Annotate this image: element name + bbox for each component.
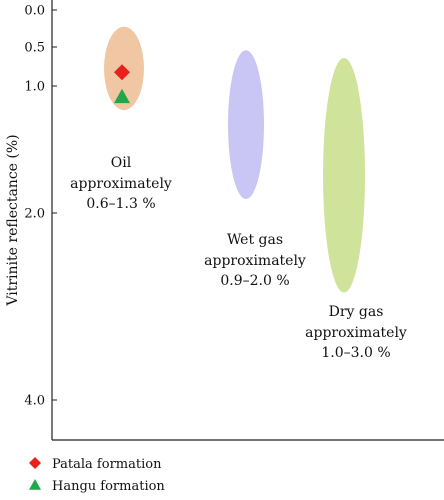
zone-label-2-line-2: approximately: [204, 253, 306, 269]
sample-markers: [114, 64, 130, 104]
zone-label-2-line-3: 0.9–2.0 %: [220, 273, 289, 289]
legend-diamond-icon: [29, 457, 41, 469]
legend-label-2: Hangu formation: [52, 479, 165, 494]
zone-label-1-line-3: 0.6–1.3 %: [86, 196, 155, 212]
plot-area: 0.0 0.5 1.0 2.0 4.0 Vitrinite reflectance (%…: [5, 0, 444, 441]
zone-label-1-line-1: Oil: [111, 155, 132, 171]
y-axis-title: Vitrinite reflectance (%): [5, 134, 21, 306]
zone-ellipse-2: [228, 50, 264, 199]
zone-label-2-line-1: Wet gas: [227, 232, 283, 248]
y-tick-label: 0.0: [24, 4, 45, 19]
y-tick-label: 4.0: [24, 394, 45, 409]
legend-triangle-icon: [29, 479, 41, 490]
y-tick-label: 1.0: [24, 80, 45, 95]
legend: Patala formation Hangu formation: [29, 457, 165, 494]
y-tick-label: 0.5: [24, 41, 45, 56]
zone-label-3-line-2: approximately: [305, 325, 407, 341]
legend-label-1: Patala formation: [52, 457, 162, 472]
y-ticks: 0.0 0.5 1.0 2.0 4.0: [24, 4, 57, 409]
zone-label-3-line-1: Dry gas: [329, 304, 384, 320]
marker-triangle-2: [114, 88, 130, 104]
y-tick-label: 2.0: [24, 207, 45, 222]
zone-ellipse-3: [323, 58, 365, 293]
zone-label-1-line-2: approximately: [70, 176, 172, 192]
marker-diamond-1: [114, 64, 130, 81]
zone-label-3-line-3: 1.0–3.0 %: [321, 345, 390, 361]
maturity-zones: Oil approximately 0.6–1.3 % Wet gas approxim…: [70, 26, 407, 361]
